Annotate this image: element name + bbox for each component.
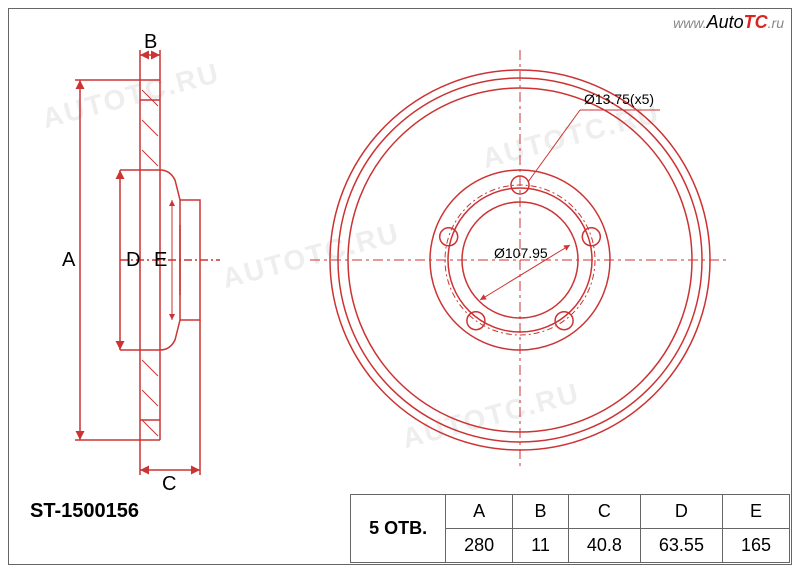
- val-C: 40.8: [568, 529, 640, 563]
- col-B: B: [513, 495, 569, 529]
- col-D: D: [640, 495, 722, 529]
- val-A: 280: [446, 529, 513, 563]
- dimension-table: 5 ОТВ. A B C D E 280 11 40.8 63.55 165: [350, 494, 790, 563]
- col-C: C: [568, 495, 640, 529]
- col-E: E: [722, 495, 789, 529]
- val-D: 63.55: [640, 529, 722, 563]
- svg-text:C: C: [162, 473, 176, 490]
- table-header-row: 5 ОТВ. A B C D E: [351, 495, 790, 529]
- source-url: www.AutoTC.ru: [673, 12, 784, 33]
- diagram-area: A B C D E: [20, 30, 780, 490]
- col-A: A: [446, 495, 513, 529]
- part-number: ST-1500156: [30, 500, 139, 523]
- front-view: Ø13.75(x5) Ø107.95: [310, 50, 730, 470]
- svg-text:B: B: [144, 31, 157, 53]
- svg-text:Ø107.95: Ø107.95: [494, 245, 548, 261]
- svg-text:A: A: [62, 249, 76, 271]
- svg-text:E: E: [154, 249, 167, 271]
- url-tc: TC: [744, 12, 768, 32]
- svg-text:Ø13.75(x5): Ø13.75(x5): [584, 91, 654, 107]
- holes-count-cell: 5 ОТВ.: [351, 495, 446, 563]
- technical-drawing-svg: A B C D E: [20, 30, 780, 490]
- url-www: www.: [673, 15, 706, 31]
- url-auto: Auto: [707, 12, 744, 32]
- val-E: 165: [722, 529, 789, 563]
- url-ru: .ru: [768, 15, 784, 31]
- svg-text:D: D: [126, 249, 140, 271]
- val-B: 11: [513, 529, 569, 563]
- side-view: A B C D E: [62, 31, 220, 490]
